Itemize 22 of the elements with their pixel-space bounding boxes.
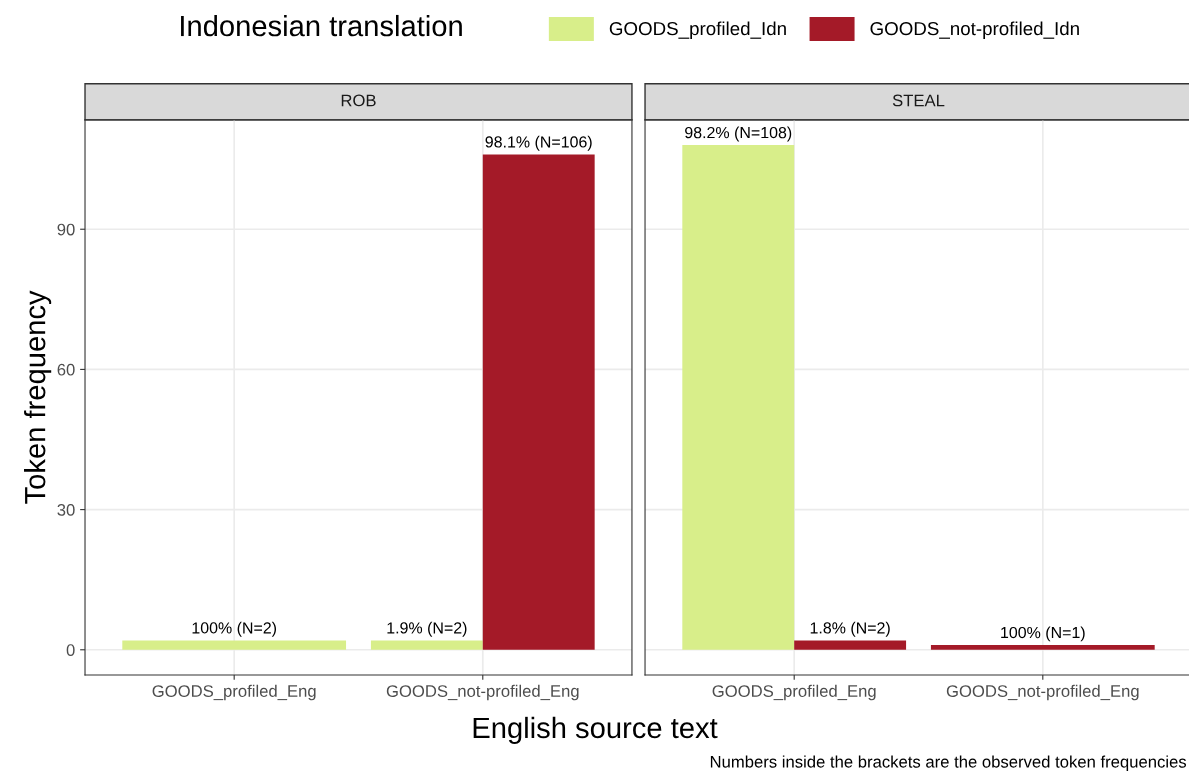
chart-title: STEAL [892, 94, 945, 107]
data-label: 100% (N=2) [192, 621, 277, 637]
x-tick-label: GOODS_not-profiled_Eng [946, 684, 1139, 701]
data-label: 1.9% (N=2) [387, 621, 467, 637]
x-tick-label: GOODS_not-profiled_Eng [386, 684, 579, 701]
y-tick-label: 0 [66, 644, 75, 656]
legend-title: Indonesian translation [181, 14, 462, 37]
data-label: 100% (N=1) [1001, 626, 1085, 642]
legend-label: GOODS_profiled_Idn [609, 21, 786, 39]
legend-label: GOODS_not-profiled_Idn [870, 21, 1079, 39]
data-label: 98.1% (N=106) [485, 135, 592, 151]
x-tick-label: GOODS_profiled_Eng [152, 684, 316, 701]
data-label: 1.8% (N=2) [810, 621, 890, 637]
chart-title: ROB [341, 94, 376, 107]
y-tick-label: 30 [57, 504, 75, 516]
y-tick-label: 60 [57, 363, 75, 376]
y-axis-title: Token frequency [24, 290, 52, 504]
x-axis-title: English source text [473, 716, 718, 745]
text: Numbers inside the brackets are the observed token frequencies [710, 755, 1187, 771]
y-tick-label: 90 [57, 223, 75, 236]
data-label: 98.2% (N=108) [685, 126, 792, 142]
x-tick-label: GOODS_profiled_Eng [712, 684, 876, 701]
